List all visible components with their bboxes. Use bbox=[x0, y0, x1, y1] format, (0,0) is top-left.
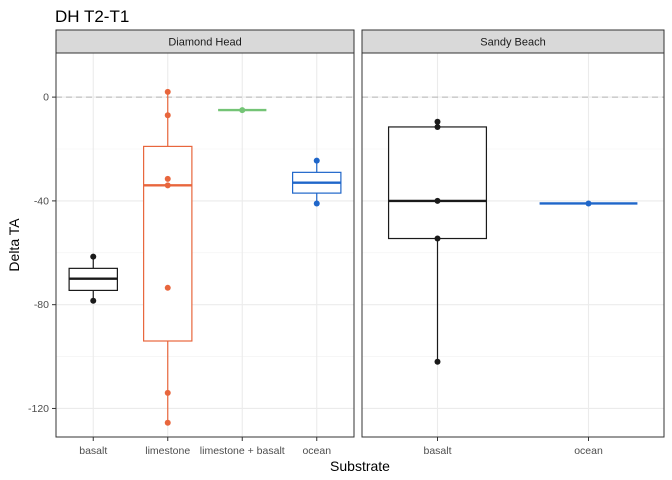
data-point bbox=[164, 419, 171, 426]
x-tick-label: limestone bbox=[145, 445, 190, 457]
facet-strip bbox=[55, 29, 355, 54]
y-tick-label: 0 bbox=[43, 92, 49, 104]
data-point bbox=[434, 118, 441, 125]
data-point bbox=[90, 253, 97, 260]
x-tick-label: ocean bbox=[302, 445, 331, 457]
box-iqr bbox=[143, 145, 193, 342]
data-point bbox=[434, 358, 441, 365]
data-point bbox=[164, 182, 171, 189]
facet-label: Diamond Head bbox=[168, 37, 241, 49]
data-point bbox=[164, 389, 171, 396]
x-tick-label: ocean bbox=[574, 445, 603, 457]
box-basalt bbox=[387, 118, 488, 365]
box-iqr bbox=[387, 126, 488, 240]
x-tick-label: basalt bbox=[79, 445, 107, 457]
data-point bbox=[434, 123, 441, 130]
y-axis: 0 -40 -80 -120 bbox=[28, 92, 56, 415]
x-tick-label: basalt bbox=[423, 445, 451, 457]
data-point bbox=[434, 235, 441, 242]
box-limestone-basalt bbox=[218, 107, 267, 114]
x-axis-title: Substrate bbox=[330, 458, 390, 474]
chart-title: DH T2-T1 bbox=[55, 7, 129, 26]
panel-diamond-head: Diamond Head basalt limestone limestone + b… bbox=[55, 29, 355, 457]
box-ocean bbox=[539, 200, 638, 207]
y-axis-title: Delta TA bbox=[6, 218, 22, 272]
y-tick-label: -80 bbox=[34, 299, 49, 311]
data-point bbox=[434, 197, 441, 204]
data-point bbox=[164, 112, 171, 119]
data-point bbox=[585, 200, 592, 207]
panel-sandy-beach: Sandy Beach basalt ocean bbox=[361, 29, 665, 457]
facet-strip bbox=[361, 29, 665, 54]
data-point bbox=[164, 88, 171, 95]
box-limestone bbox=[143, 88, 193, 426]
facet-label: Sandy Beach bbox=[480, 37, 545, 49]
box-basalt bbox=[68, 253, 118, 304]
data-point bbox=[164, 175, 171, 182]
y-tick-label: -40 bbox=[34, 195, 49, 207]
y-tick-label: -120 bbox=[28, 403, 49, 415]
data-point bbox=[313, 200, 320, 207]
data-point bbox=[90, 297, 97, 304]
data-point bbox=[239, 107, 246, 114]
panels: Diamond Head basalt limestone limestone + b… bbox=[55, 29, 665, 457]
panel-background bbox=[362, 53, 664, 437]
data-point bbox=[313, 157, 320, 164]
panel-background bbox=[56, 53, 354, 437]
x-tick-label: limestone + basalt bbox=[200, 445, 285, 457]
data-point bbox=[164, 284, 171, 291]
box-ocean bbox=[292, 157, 342, 207]
